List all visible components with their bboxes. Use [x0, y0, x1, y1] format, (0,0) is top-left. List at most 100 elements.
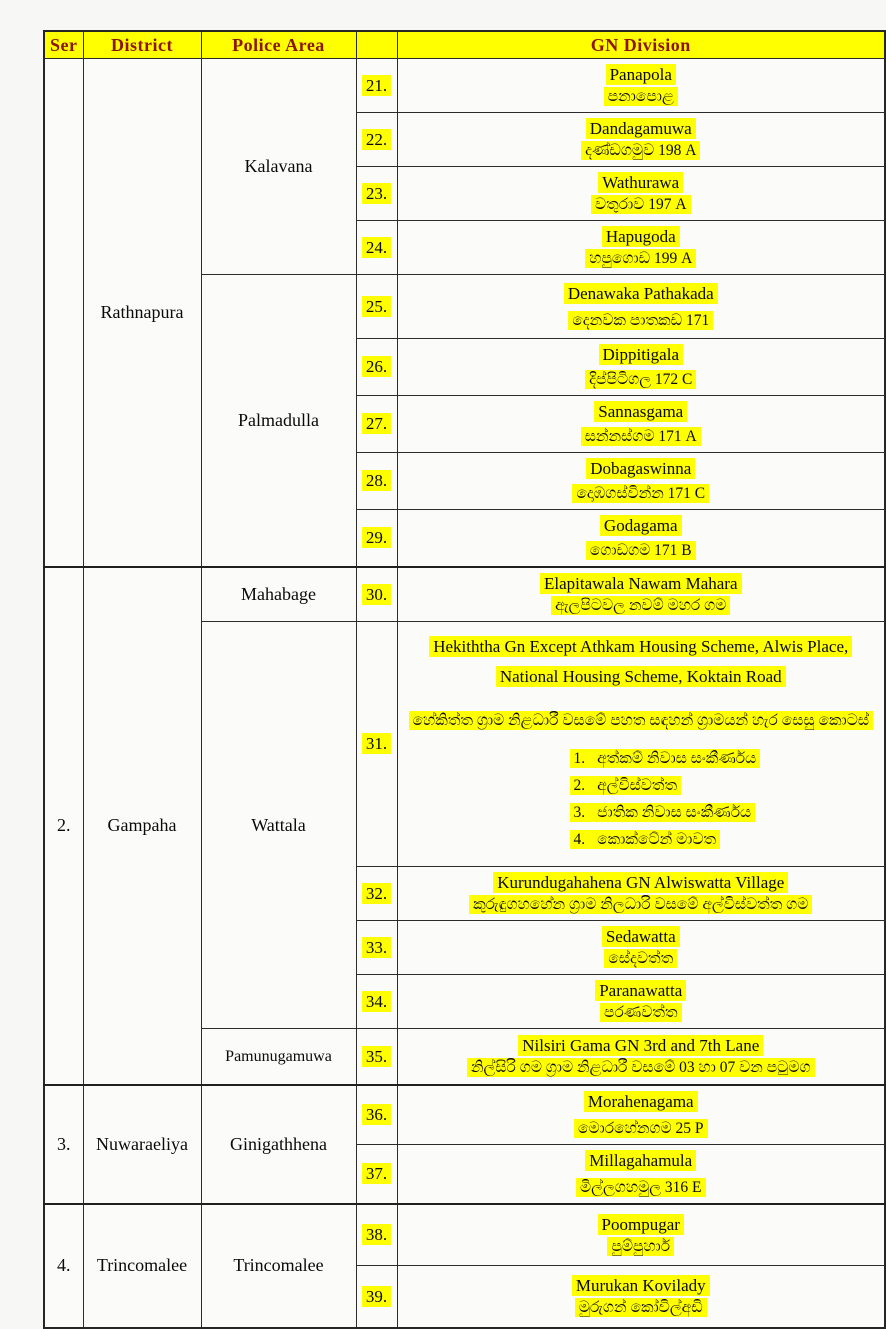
- gn-name-sinhala: පනාපොළ: [400, 87, 883, 106]
- excluded-villages-list: 1. අත්කම් නිවාස සංකීර්ණය 2. අල්විස්වත්ත 3.…: [569, 749, 881, 850]
- gn-division-cell: Poompugar පුම්පුහාර්: [396, 1202, 886, 1267]
- gn-name-english: Dobagaswinna: [400, 458, 883, 479]
- header-row: Ser District Police Area GN Division: [43, 30, 886, 59]
- header-police-area: Police Area: [200, 30, 357, 59]
- gn-name-english: Panapola: [400, 64, 883, 85]
- gn-name-sinhala: දෙනවක පාතකඩ 171: [400, 310, 883, 330]
- gn-name-english: Wathurawa: [400, 172, 883, 193]
- gn-name-sinhala: පුම්පුහාර්: [400, 1236, 883, 1256]
- header-district: District: [82, 30, 202, 59]
- gn-name-english: Denawaka Pathakada: [400, 282, 883, 304]
- row-number-cell: 28.: [355, 452, 398, 510]
- row-number-cell: 34.: [355, 974, 398, 1030]
- gn-name-sinhala: දණ්ඩගමුව 198 A: [400, 141, 883, 160]
- row-number: 36.: [361, 1103, 392, 1125]
- table-row: Palmadulla 25. Denawaka Pathakada දෙනවක …: [44, 274, 886, 568]
- row-number-cell: 31.: [355, 620, 398, 868]
- gn-name-english: Elapitawala Nawam Mahara: [400, 573, 883, 594]
- row-number: 26.: [361, 356, 392, 377]
- row-number: 24.: [361, 236, 392, 258]
- gn-name-sinhala: දොඹගස්වින්න 171 C: [400, 484, 883, 503]
- gn-division-cell: Wathurawa වතුරාව 197 A: [396, 166, 886, 221]
- table-row: 23. Wathurawa වතුරාව 197 A: [44, 166, 886, 221]
- row-number: 35.: [361, 1045, 392, 1067]
- police-area-cell: Kalavana: [200, 58, 357, 275]
- police-area-cell: Trincomalee: [200, 1202, 357, 1329]
- row-number-cell: 37.: [355, 1143, 398, 1205]
- district-cell: Trincomalee: [82, 1202, 202, 1329]
- table-row: 3. Nuwaraeliya Ginigathhena 36. Morahena…: [43, 1083, 886, 1205]
- row-number-cell: 30.: [355, 566, 398, 622]
- header-gn-division: GN Division: [396, 30, 886, 59]
- gn-division-cell: Panapola පනාපොළ: [396, 58, 886, 113]
- row-number: 22.: [361, 128, 392, 150]
- row-number: 33.: [361, 936, 392, 958]
- row-number: 28.: [361, 470, 392, 491]
- gn-division-cell: Millagahamula මිල්ලගහමුල 316 E: [396, 1143, 886, 1205]
- row-number-cell: 22.: [355, 112, 398, 167]
- row-number-cell: 33.: [355, 920, 398, 976]
- gn-name-sinhala: සේදවත්ත: [400, 949, 883, 969]
- district-cell: Gampaha: [82, 566, 202, 1086]
- police-area-cell: Ginigathhena: [200, 1083, 357, 1205]
- row-number: 38.: [361, 1224, 392, 1246]
- gn-name-english: Hekiththa Gn Except Athkam Housing Schem…: [402, 632, 881, 692]
- police-area-cell: Pamunugamuwa: [200, 1028, 357, 1086]
- row-number: 27.: [361, 413, 392, 434]
- table-row: Wattala 31. Hekiththa Gn Except Athkam H…: [44, 620, 886, 1030]
- ser-cell: 3.: [43, 1083, 84, 1205]
- gn-division-cell: Denawaka Pathakada දෙනවක පාතකඩ 171: [396, 274, 886, 339]
- gn-name-sinhala: මිල්ලගහමුල 316 E: [400, 1177, 883, 1197]
- gn-name-sinhala: දිප්පිටිගල 172 C: [400, 370, 883, 389]
- police-area-cell: Mahabage: [200, 566, 357, 622]
- gn-name-english: Sedawatta: [400, 926, 883, 948]
- gn-division-cell: Hekiththa Gn Except Athkam Housing Schem…: [396, 620, 886, 868]
- table-row: 4. Trincomalee Trincomalee 38. Poompugar…: [43, 1202, 886, 1329]
- list-item: 1. අත්කම් නිවාස සංකීර්ණය: [569, 749, 881, 769]
- table-row: 2. Gampaha Mahabage 30. Elapitawala Nawa…: [43, 566, 886, 1086]
- ser-cell: 2.: [43, 566, 84, 1086]
- gn-division-cell: Sedawatta සේදවත්ත: [396, 920, 886, 976]
- gn-name-sinhala: හේකිත්ත ග්‍රාම නිළධාරී වසමේ පහත සඳහන් ග්…: [402, 705, 881, 737]
- gn-name-english: Hapugoda: [400, 226, 883, 247]
- row-number: 23.: [361, 182, 392, 204]
- gn-name-sinhala: කුරුඳුගහහේන ග්‍රාම නිලධාරි වසමේ අල්විස්ව…: [400, 895, 883, 915]
- row-number: 30.: [361, 583, 392, 605]
- gn-name-english: Dandagamuwa: [400, 118, 883, 139]
- gn-name-sinhala: මුරුගන් කෝවිල්අඩි: [400, 1298, 883, 1318]
- row-number-cell: 36.: [355, 1083, 398, 1145]
- gn-name-english: Paranawatta: [400, 980, 883, 1002]
- table-row: Rathnapura Kalavana 21. Panapola පනාපොළ: [43, 58, 886, 568]
- row-number-cell: 23.: [355, 166, 398, 221]
- gn-name-english: Poompugar: [400, 1213, 883, 1235]
- row-number-cell: 27.: [355, 395, 398, 453]
- table-row: 37. Millagahamula මිල්ලගහමුල 316 E: [44, 1143, 886, 1205]
- table-row: 29. Godagama ගොඩගම 171 B: [44, 509, 886, 568]
- gn-name-sinhala: හපුගොඩ 199 A: [400, 249, 883, 268]
- list-item: 2. අල්විස්වත්ත: [569, 776, 881, 796]
- police-area-cell: Wattala: [200, 620, 357, 1030]
- gn-division-cell: Morahenagama මොරහේනගම 25 P: [396, 1083, 886, 1145]
- district-cell: Nuwaraeliya: [82, 1083, 202, 1205]
- header-ser: Ser: [43, 30, 84, 59]
- gn-division-cell: Kurundugahahena GN Alwiswatta Village කු…: [396, 866, 886, 922]
- gn-division-cell: Dandagamuwa දණ්ඩගමුව 198 A: [396, 112, 886, 167]
- header-row-number: [355, 30, 398, 59]
- gn-name-sinhala: පරණවත්ත: [400, 1003, 883, 1023]
- row-number-cell: 25.: [355, 274, 398, 339]
- gn-name-english: Nilsiri Gama GN 3rd and 7th Lane: [400, 1035, 883, 1057]
- table-row: 34. Paranawatta පරණවත්ත: [44, 974, 886, 1030]
- gn-division-cell: Sannasgama සන්නස්ගම 171 A: [396, 395, 886, 453]
- table-row: Pamunugamuwa 35. Nilsiri Gama GN 3rd and…: [44, 1028, 886, 1086]
- gn-name-sinhala: මොරහේනගම 25 P: [400, 1118, 883, 1138]
- table-row: 27. Sannasgama සන්නස්ගම 171 A: [44, 395, 886, 453]
- gn-name-english: Sannasgama: [400, 401, 883, 422]
- gn-division-cell: Nilsiri Gama GN 3rd and 7th Lane නිල්සිර…: [396, 1028, 886, 1086]
- gn-name-sinhala: සන්නස්ගම 171 A: [400, 427, 883, 446]
- gn-division-cell: Godagama ගොඩගම 171 B: [396, 509, 886, 568]
- row-number-cell: 35.: [355, 1028, 398, 1086]
- gn-name-sinhala: ගොඩගම 171 B: [400, 541, 883, 560]
- row-number-cell: 26.: [355, 338, 398, 396]
- district-cell: Rathnapura: [82, 58, 202, 568]
- gn-name-english: Godagama: [400, 515, 883, 536]
